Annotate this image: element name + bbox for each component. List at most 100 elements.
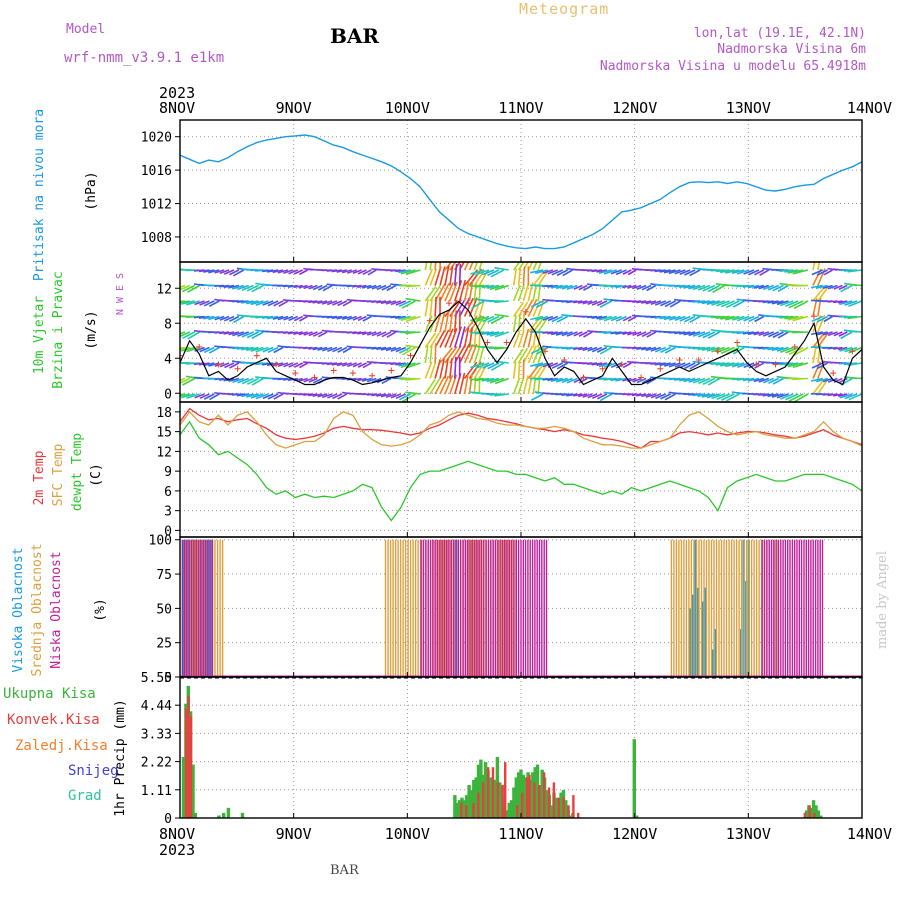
gust-marker xyxy=(734,339,741,346)
total-rain-bar xyxy=(222,812,226,818)
gust-marker xyxy=(215,361,222,368)
dewpt-ylabel: dewpt Temp xyxy=(70,433,85,511)
total-rain-bar xyxy=(488,777,492,818)
gust-marker xyxy=(599,365,606,372)
wind-unit: (m/s) xyxy=(84,310,99,349)
top-date-labels: 8NOV 9NOV 10NOV 11NOV 12NOV 13NOV 14NOV xyxy=(159,99,892,117)
gust-marker xyxy=(330,367,337,374)
precip-legend-item: Ukupna Kisa xyxy=(3,686,96,702)
conv-rain-bar xyxy=(460,802,463,818)
sfc-ylabel: SFC Temp xyxy=(51,444,66,507)
low-cloud-ylabel: Niska Oblacnost xyxy=(49,551,64,668)
total-rain-bar xyxy=(505,810,509,818)
cloud-unit: (%) xyxy=(93,598,108,621)
total-rain-bar xyxy=(455,802,459,818)
total-rain-bar xyxy=(516,772,521,818)
conv-rain-bar xyxy=(472,802,475,818)
conv-rain-bar xyxy=(567,805,570,818)
total-rain-bar xyxy=(507,802,511,818)
total-rain-bar xyxy=(467,785,471,818)
footer-station: BAR xyxy=(330,863,360,878)
total-rain-bar xyxy=(493,779,497,818)
total-rain-bar xyxy=(191,764,195,818)
total-rain-bar xyxy=(540,769,544,818)
y-tick-label: 2.22 xyxy=(141,756,172,771)
y-tick-label: 3 xyxy=(164,505,172,520)
y-tick-label: 4 xyxy=(164,352,172,367)
total-rain-bar xyxy=(509,800,514,818)
conv-rain-bar xyxy=(528,774,531,818)
top-date-label: 11NOV xyxy=(498,99,543,117)
y-tick-label: 12 xyxy=(156,282,172,297)
conv-rain-bar xyxy=(504,762,507,818)
precip-legend-item: Zaledj.Kisa xyxy=(15,738,108,754)
conv-rain-bar xyxy=(542,772,546,818)
total-rain-bar xyxy=(474,777,478,818)
y-tick-label: 75 xyxy=(156,568,172,583)
y-tick-label: 0 xyxy=(164,812,172,827)
gust-marker xyxy=(426,317,433,324)
gust-marker xyxy=(503,339,510,346)
bottom-date-label: 13NOV xyxy=(726,825,771,843)
gust-marker xyxy=(484,339,491,346)
conv-rain-bar xyxy=(184,708,188,818)
y-tick-label: 1020 xyxy=(141,131,172,146)
bottom-year-label: 2023 xyxy=(159,841,195,859)
conv-rain-bar xyxy=(496,782,500,818)
temp2m-ylabel: 2m Temp xyxy=(32,450,47,505)
total-rain-bar xyxy=(535,764,540,818)
gust-marker xyxy=(522,308,529,315)
total-rain-bar xyxy=(550,805,554,818)
lonlat-label: lon,lat (19.1E, 42.1N) xyxy=(694,26,866,41)
model-label: Model xyxy=(66,22,105,37)
conv-rain-bar xyxy=(521,792,524,818)
credit-text: made by Angel xyxy=(875,551,890,649)
y-tick-label: 0 xyxy=(164,524,172,539)
gust-marker xyxy=(695,357,702,363)
total-rain-bar xyxy=(524,777,528,818)
bottom-date-label: 9NOV xyxy=(276,825,312,843)
dewpt-line xyxy=(179,420,863,522)
conv-rain-bar xyxy=(808,805,811,818)
y-tick-label: 0 xyxy=(164,387,172,402)
wind-ylabel2: Brzina i Pravac xyxy=(51,271,66,388)
y-tick-label: 15 xyxy=(156,426,172,441)
conv-rain-bar xyxy=(501,785,504,818)
gust-marker xyxy=(830,370,837,377)
y-tick-label: 0 xyxy=(164,671,172,686)
total-rain-bar xyxy=(809,807,813,818)
gust-marker xyxy=(849,348,856,355)
top-date-label: 10NOV xyxy=(385,99,430,117)
total-rain-bar xyxy=(819,815,823,818)
conv-rain-bar xyxy=(189,716,193,818)
total-rain-bar xyxy=(226,807,231,818)
wind-barbs xyxy=(180,262,862,402)
conv-rain-bar xyxy=(538,785,541,818)
total-rain-bar xyxy=(457,800,462,818)
gust-marker xyxy=(445,300,452,307)
precip-ylabel: 1hr Precip (mm) xyxy=(113,699,128,816)
conv-rain-bar xyxy=(486,767,490,818)
wind-speed-line xyxy=(180,300,862,386)
conv-rain-bar xyxy=(572,795,575,818)
station-title: BAR xyxy=(330,24,379,48)
top-date-label: 12NOV xyxy=(612,99,657,117)
total-rain-bar xyxy=(568,815,573,818)
wind-compass: N W E S xyxy=(115,273,126,315)
top-date-label: 8NOV xyxy=(159,99,195,117)
top-date-label: 9NOV xyxy=(276,99,312,117)
conv-rain-bar xyxy=(562,797,565,818)
conv-rain-bar xyxy=(465,805,468,818)
gust-marker xyxy=(714,348,721,355)
precip-legend-item: Grad xyxy=(68,788,102,804)
y-tick-label: 5.55 xyxy=(141,671,172,686)
gust-marker xyxy=(180,352,183,359)
y-tick-label: 1016 xyxy=(141,164,172,179)
total-rain-bar xyxy=(453,795,457,818)
bottom-date-label: 14NOV xyxy=(847,825,892,843)
gust-marker xyxy=(676,357,683,363)
conv-rain-bar xyxy=(813,812,816,818)
total-rain-bar xyxy=(512,787,516,818)
y-tick-label: 18 xyxy=(156,406,172,421)
conv-rain-bar xyxy=(547,787,551,818)
